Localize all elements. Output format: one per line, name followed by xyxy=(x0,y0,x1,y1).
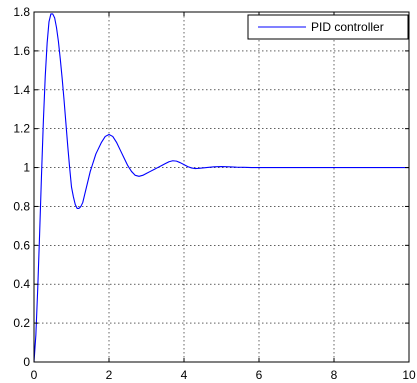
tick-marks xyxy=(33,11,410,363)
series-line-pid-controller xyxy=(33,13,409,363)
plot-area-border xyxy=(33,11,410,363)
tick-labels: 0 2 4 6 8 10 0 0.2 0.4 0.6 0.8 1 1.2 1.4 1.6 1.8 xyxy=(13,5,416,382)
y-tick-label: 0 xyxy=(23,355,30,369)
y-tick-label: 1.6 xyxy=(13,44,30,58)
grid-lines xyxy=(34,12,409,362)
legend: PID controller xyxy=(247,14,409,40)
y-tick-label: 0.4 xyxy=(13,277,30,291)
x-tick-label: 10 xyxy=(402,368,416,382)
legend-label: PID controller xyxy=(311,20,384,34)
y-tick-label: 1.4 xyxy=(13,83,30,97)
legend-box xyxy=(247,14,409,40)
y-tick-label: 1.8 xyxy=(13,5,30,19)
y-tick-label: 0.2 xyxy=(13,316,30,330)
series-layer xyxy=(33,13,409,363)
x-tick-label: 6 xyxy=(256,368,263,382)
y-tick-label: 0.6 xyxy=(13,238,30,252)
x-tick-label: 2 xyxy=(106,368,113,382)
y-tick-label: 0.8 xyxy=(13,199,30,213)
y-tick-label: 1.2 xyxy=(13,122,30,136)
y-tick-label: 1 xyxy=(23,161,30,175)
x-tick-label: 8 xyxy=(331,368,338,382)
x-tick-label: 4 xyxy=(181,368,188,382)
x-tick-label: 0 xyxy=(31,368,38,382)
